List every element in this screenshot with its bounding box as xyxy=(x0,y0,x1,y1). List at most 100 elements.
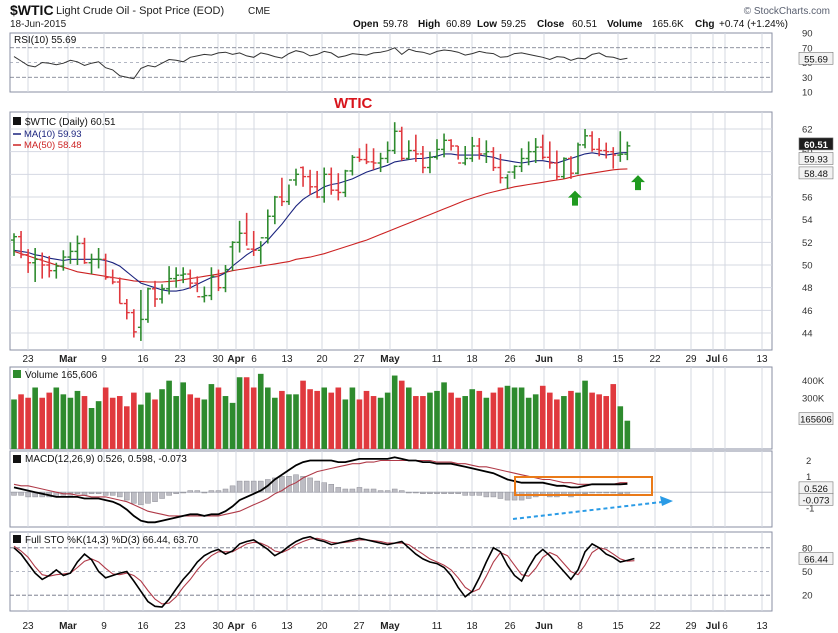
rsi-last-value-box xyxy=(798,52,834,65)
volume-bar xyxy=(32,387,38,449)
ma10-last-value-box xyxy=(798,152,834,165)
volume-bar xyxy=(307,389,313,449)
macd-annotation-arrow xyxy=(512,501,663,520)
buy-signal-arrow xyxy=(568,190,582,206)
macd-title: MACD(12,26,9) 0.526, 0.598, -0.073 xyxy=(25,454,187,465)
date-axis-label: 30 xyxy=(212,354,224,365)
sto-y-tick: 50 xyxy=(802,567,813,578)
wtic-annotation: WTIC xyxy=(334,95,372,112)
volume-bar xyxy=(575,392,581,449)
macd-histogram-bar xyxy=(215,490,222,493)
volume-bar xyxy=(420,396,426,449)
date-axis-label: 29 xyxy=(685,354,697,365)
date-axis-label: 23 xyxy=(22,621,34,632)
price-title: $WTIC (Daily) 60.51 xyxy=(25,117,116,128)
date-axis-label: 27 xyxy=(353,621,365,632)
volume-y-tick: 400K xyxy=(802,376,825,387)
chart-date: 18-Jun-2015 xyxy=(10,19,67,30)
rsi-y-tick: 10 xyxy=(802,88,813,99)
macd-histogram-bar xyxy=(335,487,342,493)
date-axis-label: 16 xyxy=(137,354,149,365)
price-y-tick: 50 xyxy=(802,261,813,272)
volume-bar xyxy=(398,380,405,449)
volume-bar xyxy=(617,406,624,449)
symbol-description: Light Crude Oil - Spot Price (EOD) xyxy=(56,5,224,17)
volume-bar xyxy=(434,390,440,449)
date-axis-label: 13 xyxy=(281,354,293,365)
macd-histogram-bar xyxy=(349,488,356,493)
macd-histogram-bar xyxy=(406,491,412,494)
volume-bar xyxy=(462,396,468,449)
macd-histogram-bar xyxy=(145,491,151,504)
stockcharts-brand: © StockCharts.com xyxy=(744,6,830,17)
macd-signal-line xyxy=(13,459,628,517)
macd-histogram-bar xyxy=(518,491,525,501)
volume-bar xyxy=(525,397,532,449)
exchange-label: CME xyxy=(248,6,271,17)
macd-histogram-bar xyxy=(102,491,109,496)
volume-bar xyxy=(81,396,88,449)
volume-bar xyxy=(483,397,490,449)
date-axis-label: 16 xyxy=(137,621,149,632)
macd-histogram-bar xyxy=(490,491,497,498)
open-label: Open xyxy=(353,19,379,30)
macd-panel: 2 1 -1 MACD(12,26,9) 0.526, 0.598, -0.073 0.… xyxy=(9,450,834,528)
date-axis-label: Jun xyxy=(535,621,553,632)
macd-histogram-bar xyxy=(300,476,306,493)
date-axis-label: 20 xyxy=(316,354,328,365)
macd-histogram-bar xyxy=(173,491,179,494)
macd-histogram-bar xyxy=(420,491,426,494)
macd-histogram-bar xyxy=(180,491,186,494)
macd-histogram-bar xyxy=(131,491,137,504)
macd-histogram-bar xyxy=(434,491,440,494)
volume-bar xyxy=(497,387,504,449)
macd-histogram-bar xyxy=(370,488,377,493)
volume-bar xyxy=(518,387,525,449)
date-axis-label: Jul xyxy=(706,621,721,632)
price-y-tick: 48 xyxy=(802,283,813,294)
volume-y-tick: 300K xyxy=(802,393,825,404)
volume-bar xyxy=(279,390,285,449)
chg-label: Chg xyxy=(695,19,714,30)
macd-histogram-bar xyxy=(610,491,616,494)
macd-histogram-bar xyxy=(88,491,95,494)
volume-bar xyxy=(60,394,67,449)
ma50-last-value: 58.48 xyxy=(804,169,828,180)
high-value: 60.89 xyxy=(446,19,471,30)
price-frame xyxy=(9,111,773,351)
date-axis-label: 27 xyxy=(353,354,365,365)
low-label: Low xyxy=(477,19,497,30)
date-axis-label: Apr xyxy=(227,354,244,365)
volume-bar xyxy=(406,387,412,449)
sto-last-value: 66.44 xyxy=(804,555,828,566)
date-axis-label: Mar xyxy=(59,621,77,632)
macd-histogram-bar xyxy=(582,491,588,494)
macd-histogram-bar xyxy=(391,488,398,493)
volume-bar xyxy=(342,399,349,449)
date-axis-label: 6 xyxy=(251,621,257,632)
volume-bar xyxy=(314,390,320,449)
volume-bar xyxy=(293,394,299,449)
volume-bar xyxy=(377,397,384,449)
price-y-tick: 46 xyxy=(802,306,813,317)
ma50-line xyxy=(13,168,628,283)
macd-histogram-bar xyxy=(603,491,609,494)
date-axis-label: 15 xyxy=(612,621,624,632)
volume-bar xyxy=(173,396,179,449)
date-axis-top: 23 Mar 9 16 23 30 Apr 6 13 20 27 May 11 18 26 Jun 8 15 22 2… xyxy=(22,354,768,365)
volume-bar xyxy=(194,397,201,449)
date-axis-label: 6 xyxy=(251,354,257,365)
date-axis-bottom: 23 Mar 9 16 23 30 Apr 6 13 20 27 May 11 18 26 Jun 8 15 22 2… xyxy=(22,621,768,632)
date-axis-label: 29 xyxy=(685,621,697,632)
date-axis-label: 30 xyxy=(212,621,224,632)
date-axis-label: 23 xyxy=(174,354,186,365)
macd-histogram-bar xyxy=(497,491,504,499)
volume-bar xyxy=(95,401,102,449)
macd-histogram-bar xyxy=(356,487,363,493)
macd-histogram-bar xyxy=(25,491,31,498)
buy-signal-arrow xyxy=(631,175,645,191)
volume-bar xyxy=(455,397,461,449)
sto-last-value-box xyxy=(798,552,834,565)
date-axis-label: 23 xyxy=(174,621,186,632)
macd-histogram-bar xyxy=(11,491,17,496)
